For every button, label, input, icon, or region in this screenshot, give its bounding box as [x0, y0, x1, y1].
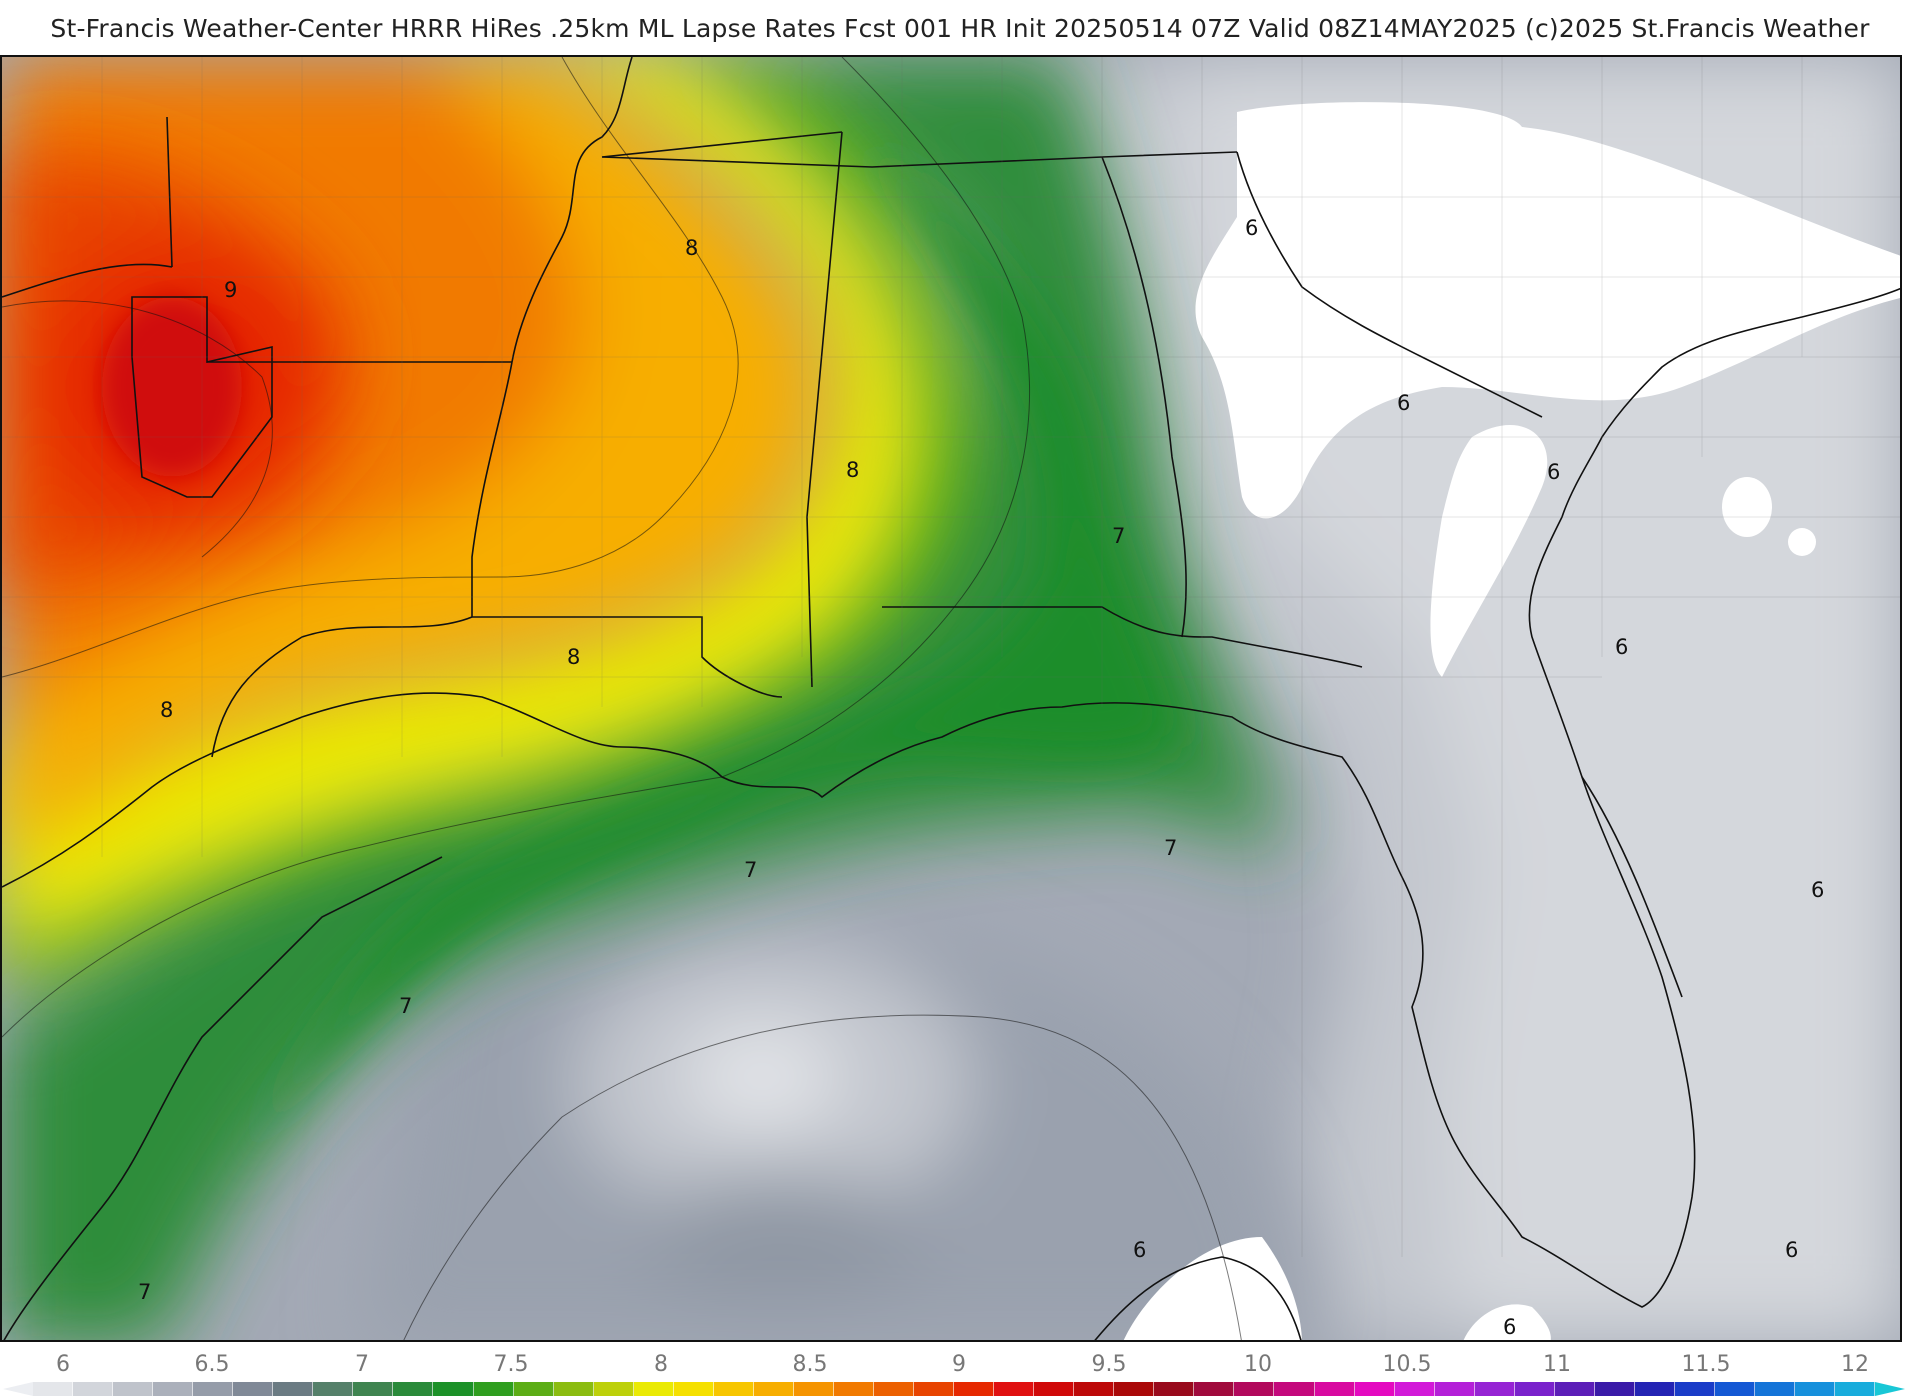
- colorbar-swatch: [873, 1382, 915, 1396]
- colorbar-tick: 12: [1841, 1352, 1869, 1377]
- contour-label-6: 6: [1503, 1315, 1516, 1339]
- colorbar-swatch: [1154, 1382, 1195, 1396]
- land-white-areas: [1123, 102, 1900, 1340]
- coastlines: [2, 57, 1900, 1340]
- colorbar-swatch: [273, 1382, 314, 1396]
- colorbar-swatch: [1674, 1382, 1715, 1396]
- colorbar-swatch: [1714, 1382, 1756, 1396]
- contour-label-6: 6: [1397, 391, 1410, 415]
- contour-label-6: 6: [1811, 878, 1824, 902]
- colorbar-swatch: [73, 1382, 114, 1396]
- colorbar-swatch: [1634, 1382, 1675, 1396]
- colorbar-swatch: [713, 1382, 754, 1396]
- colorbar-max-arrow-icon: [1875, 1382, 1905, 1396]
- colorbar-swatch: [1594, 1382, 1635, 1396]
- contour-label-6: 6: [1785, 1238, 1798, 1262]
- colorbar-swatch: [1554, 1382, 1595, 1396]
- colorbar-swatch: [1234, 1382, 1275, 1396]
- colorbar-swatch: [1755, 1382, 1796, 1396]
- contour-label-6: 6: [1615, 635, 1628, 659]
- contour-label-7: 7: [399, 994, 412, 1018]
- contour-label-6: 6: [1547, 460, 1560, 484]
- contour-labels: 9 8 8 8 8 7 7 7 7 7 6 6 6 6 6 6 6 6: [138, 216, 1824, 1339]
- contour-label-7: 7: [1164, 836, 1177, 860]
- field-gray-gulf: [362, 904, 1302, 1340]
- colorbar-tick: 8.5: [792, 1352, 828, 1377]
- colorbar-tick: 11.5: [1681, 1352, 1731, 1377]
- colorbar-swatch: [153, 1382, 194, 1396]
- colorbar-swatch: [1114, 1382, 1155, 1396]
- colorbar-swatch: [473, 1382, 514, 1396]
- map-title: St-Francis Weather-Center HRRR HiRes .25…: [50, 14, 1870, 43]
- colorbar-swatch: [1314, 1382, 1355, 1396]
- colorbar-swatches: [33, 1382, 1876, 1396]
- contour-label-8: 8: [846, 458, 859, 482]
- contour-label-7: 7: [1112, 524, 1125, 548]
- colorbar-swatch: [553, 1382, 594, 1396]
- map-panel: 9 8 8 8 8 7 7 7 7 7 6 6 6 6 6 6 6 6: [0, 55, 1902, 1342]
- colorbar-swatch: [1795, 1382, 1836, 1396]
- colorbar-swatch: [914, 1382, 955, 1396]
- contour-label-7: 7: [138, 1280, 151, 1304]
- colorbar-tick: 8: [654, 1352, 668, 1377]
- colorbar-min-arrow-icon: [3, 1382, 33, 1396]
- colorbar-swatch: [994, 1382, 1035, 1396]
- colorbar-swatch: [633, 1382, 674, 1396]
- colorbar-swatch: [673, 1382, 714, 1396]
- contour-lines: [2, 57, 1242, 1340]
- colorbar-swatch: [393, 1382, 434, 1396]
- colorbar-swatch: [1354, 1382, 1395, 1396]
- colorbar-swatch: [433, 1382, 474, 1396]
- colorbar-swatch: [1514, 1382, 1555, 1396]
- contour-label-8: 8: [160, 698, 173, 722]
- colorbar-swatch: [833, 1382, 874, 1396]
- colorbar-tick: 7: [355, 1352, 369, 1377]
- colorbar-swatch: [1434, 1382, 1475, 1396]
- colorbar-swatch: [954, 1382, 995, 1396]
- contour-label-7: 7: [744, 858, 757, 882]
- field-yellow-band: [2, 57, 918, 957]
- colorbar-swatch: [793, 1382, 834, 1396]
- colorbar-swatch: [1474, 1382, 1515, 1396]
- colorbar-swatch: [353, 1382, 394, 1396]
- colorbar-swatch: [593, 1382, 634, 1396]
- colorbar-swatch: [193, 1382, 234, 1396]
- lapse-rate-map: 9 8 8 8 8 7 7 7 7 7 6 6 6 6 6 6 6 6: [2, 57, 1900, 1340]
- colorbar-tick: 7.5: [493, 1352, 529, 1377]
- contour-label-9: 9: [224, 278, 237, 302]
- field-dark-green: [222, 137, 1182, 1197]
- colorbar-swatch: [1074, 1382, 1115, 1396]
- colorbar: 6 6.5 7 7.5 8 8.5 9 9.5 10 10.5 11 11.5 …: [0, 1342, 1920, 1400]
- colorbar-swatch: [1274, 1382, 1315, 1396]
- field-red-core: [102, 297, 242, 477]
- colorbar-tick: 9: [952, 1352, 966, 1377]
- colorbar-tick: 9.5: [1091, 1352, 1127, 1377]
- colorbar-tick: 10: [1244, 1352, 1272, 1377]
- colorbar-swatch: [753, 1382, 794, 1396]
- colorbar-tick: 11: [1543, 1352, 1571, 1377]
- colorbar-swatch: [1034, 1382, 1075, 1396]
- colorbar-swatch: [513, 1382, 554, 1396]
- contour-label-8: 8: [567, 645, 580, 669]
- contour-label-6: 6: [1245, 216, 1258, 240]
- colorbar-swatch: [233, 1382, 274, 1396]
- colorbar-tick: 10.5: [1382, 1352, 1432, 1377]
- colorbar-swatch: [1835, 1382, 1876, 1396]
- colorbar-swatch: [1194, 1382, 1235, 1396]
- colorbar-tick: 6: [56, 1352, 70, 1377]
- contour-label-6: 6: [1133, 1238, 1146, 1262]
- colorbar-swatch: [313, 1382, 354, 1396]
- colorbar-swatch: [113, 1382, 154, 1396]
- contour-label-8: 8: [685, 236, 698, 260]
- colorbar-tick: 6.5: [194, 1352, 230, 1377]
- colorbar-swatch: [33, 1382, 74, 1396]
- colorbar-swatch: [1394, 1382, 1435, 1396]
- county-lines: [2, 57, 1900, 1257]
